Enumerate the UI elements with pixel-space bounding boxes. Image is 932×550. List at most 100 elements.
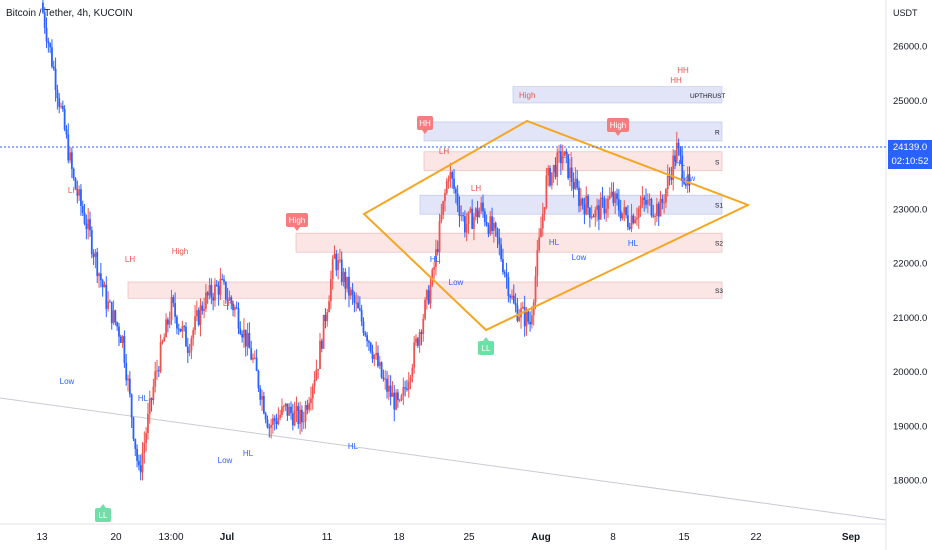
badge-label: High (610, 121, 626, 130)
candle-body (483, 211, 486, 223)
candle-body (415, 338, 417, 343)
candle-body (81, 205, 84, 213)
candle-body (453, 178, 455, 189)
candle-body (655, 203, 658, 216)
badge-box (95, 508, 111, 522)
time-axis[interactable]: 13 20 13:00 Jul 11 18 25 Aug 8 15 22 Sep (36, 532, 860, 543)
pivot-label: HL (675, 159, 686, 168)
candle-body (121, 336, 124, 344)
candle-body (286, 403, 289, 416)
candle-body (324, 314, 327, 322)
candle-body (574, 178, 577, 189)
candle-body (634, 219, 637, 224)
candle-body (436, 249, 439, 253)
candle-body (507, 277, 510, 296)
candle-body (650, 199, 653, 216)
badge-pointer (294, 227, 300, 231)
support-resistance-zones: S3 S2 S1 S R UPTHRUST High (127, 86, 725, 299)
candle-body (496, 228, 499, 238)
candle-body (492, 222, 495, 232)
candle-body (304, 405, 307, 422)
current-price-tag: 24139.0 02:10:52 (888, 140, 932, 169)
candle-body (214, 284, 216, 301)
candle-body (623, 207, 626, 213)
candle-body (547, 168, 550, 176)
time-tick-label: 15 (678, 532, 690, 543)
candle-body (339, 259, 341, 261)
candle-body (346, 276, 349, 289)
candle-body (545, 175, 548, 207)
candle-body (596, 205, 599, 211)
candle-body (293, 410, 296, 426)
candle-body (438, 221, 441, 253)
candle-body (648, 199, 651, 201)
candle-body (654, 215, 656, 217)
candle-body (400, 395, 403, 400)
pivot-label: LH (562, 151, 572, 160)
candle-body (679, 148, 682, 156)
candle-body (221, 278, 224, 280)
zone-label: UPTHRUST (690, 93, 725, 100)
candle-body (288, 406, 291, 416)
candle-body (516, 305, 519, 321)
candle-body (275, 421, 278, 425)
candle-body (176, 316, 178, 329)
pivot-label: HL (138, 394, 149, 403)
candle-body (239, 328, 242, 334)
candle-body (674, 155, 676, 162)
candle-body (253, 357, 256, 359)
candle-body (646, 199, 649, 205)
candle-body (442, 201, 445, 215)
badge-label: HH (419, 119, 431, 128)
badge-label: LL (99, 511, 108, 520)
pivot-label: LH (223, 299, 233, 308)
candle-body (194, 316, 196, 331)
diamond-outline (362, 119, 751, 332)
candle-body (444, 193, 446, 202)
candle-body (306, 405, 309, 410)
candle-body (156, 370, 158, 372)
candle-body (51, 47, 53, 67)
candle-body (416, 338, 419, 346)
candle-body (406, 388, 408, 390)
candle-body (371, 351, 374, 360)
candle-body (243, 329, 245, 338)
candle-body (402, 387, 405, 396)
candle-body (134, 438, 137, 449)
candle-body (389, 385, 392, 397)
candle-body (208, 285, 211, 296)
candle-body (549, 168, 551, 186)
candle-body (188, 350, 191, 353)
candle-body (396, 392, 399, 400)
candle-body (99, 273, 102, 281)
annotations: LH Low LH High HL LH Low HL HL HL LH Low LH LH HL Low HL… (60, 66, 696, 465)
current-price-value: 24139.0 (892, 142, 928, 153)
candle-body (311, 386, 314, 399)
pivot-label: Low (572, 253, 587, 262)
candle-body (154, 371, 157, 387)
candle-body (605, 208, 608, 214)
candle-body (326, 312, 329, 322)
badge-pointer (100, 504, 106, 508)
pivot-label: Low (60, 377, 75, 386)
candle-body (500, 244, 503, 260)
candle-body (328, 301, 330, 313)
candle-body (590, 216, 593, 218)
candle-body (665, 189, 667, 203)
price-tick-label: 23000.0 (893, 204, 927, 215)
candle-body (440, 214, 443, 222)
pivot-label: HL (628, 239, 639, 248)
candle-body (302, 421, 305, 423)
zone-upthrust (512, 86, 723, 104)
candle-body (83, 212, 86, 224)
pivot-label: HL (430, 255, 441, 264)
candle-body (619, 210, 622, 219)
candle-body (228, 297, 231, 301)
symbol-header: Bitcoin / Tether, 4h, KUCOIN (6, 8, 133, 19)
candle-body (369, 342, 372, 352)
price-axis[interactable]: 26000.025000.024000.023000.022000.021000… (893, 42, 927, 487)
candle-body (626, 215, 629, 227)
candle-body (420, 332, 423, 334)
candle-body (628, 226, 631, 229)
